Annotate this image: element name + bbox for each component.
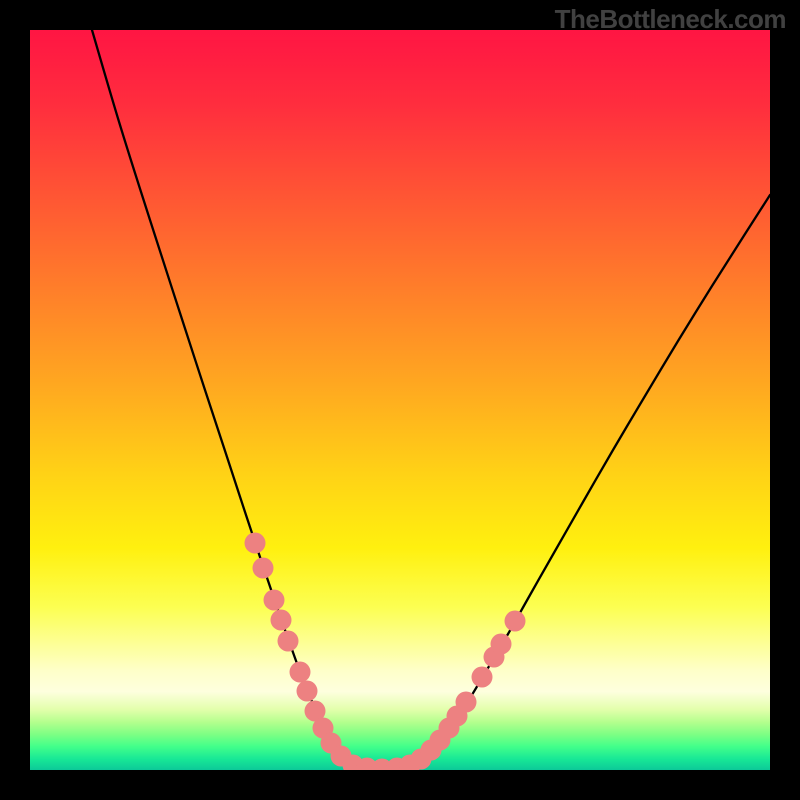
data-dot [245,533,266,554]
chart-svg [30,30,770,770]
watermark-text: TheBottleneck.com [555,4,786,35]
data-dot [253,558,274,579]
data-dot [290,662,311,683]
data-dot [491,634,512,655]
data-dot [264,590,285,611]
gradient-background [30,30,770,770]
data-dot [278,631,299,652]
plot-area [30,30,770,770]
data-dot [271,610,292,631]
data-dot [456,692,477,713]
data-dot [472,667,493,688]
data-dot [297,681,318,702]
data-dot [505,611,526,632]
